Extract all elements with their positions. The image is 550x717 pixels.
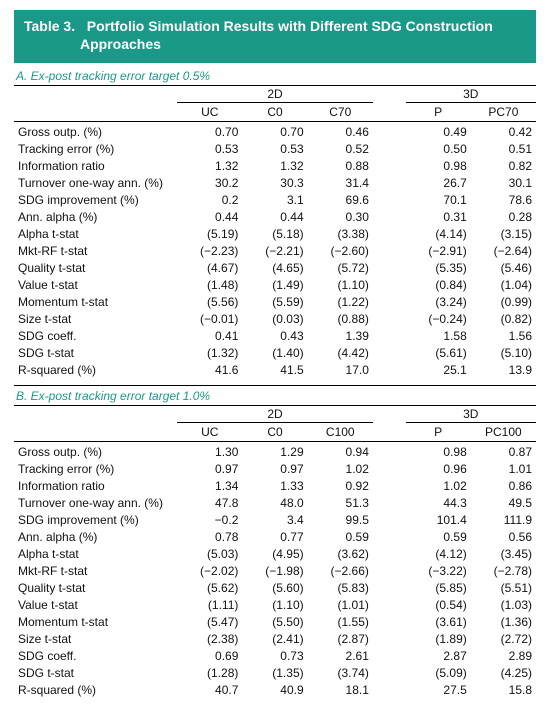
table-row: R-squared (%)41.641.517.025.113.9 [14, 362, 536, 379]
row-label: SDG improvement (%) [14, 192, 177, 209]
row-label: SDG improvement (%) [14, 512, 177, 529]
row-label: Momentum t-stat [14, 614, 177, 631]
row-label: R-squared (%) [14, 682, 177, 699]
table-row: Value t-stat(1.11)(1.10)(1.01)(0.54)(1.0… [14, 597, 536, 614]
row-label: SDG t-stat [14, 345, 177, 362]
table-row: Information ratio1.321.320.880.980.82 [14, 158, 536, 175]
row-label: Gross outp. (%) [14, 444, 177, 461]
row-label: Value t-stat [14, 597, 177, 614]
table-row: Turnover one-way ann. (%)30.230.331.426.… [14, 175, 536, 192]
panel-a-group-2d: 2D [177, 86, 373, 103]
panel-a-group-3d: 3D [406, 86, 537, 103]
row-label: Value t-stat [14, 277, 177, 294]
panel-b-table: 2D 3D UC C0 C100 P PC100 Gross outp. (%)… [14, 405, 536, 699]
row-label: R-squared (%) [14, 362, 177, 379]
row-label: Turnover one-way ann. (%) [14, 175, 177, 192]
row-label: Information ratio [14, 478, 177, 495]
panel-b-label: B. Ex-post tracking error target 1.0% [14, 385, 536, 403]
row-label: SDG coeff. [14, 648, 177, 665]
table-title-bar: Table 3. Portfolio Simulation Results wi… [14, 10, 536, 63]
table-row: Alpha t-stat(5.19)(5.18)(3.38)(4.14)(3.1… [14, 226, 536, 243]
panel-a-col-c70: C70 [308, 103, 373, 122]
row-label: Gross outp. (%) [14, 124, 177, 141]
panel-a-table: 2D 3D UC C0 C70 P PC70 Gross outp. (%)0.… [14, 85, 536, 379]
table-row: Ann. alpha (%)0.440.440.300.310.28 [14, 209, 536, 226]
row-label: Mkt-RF t-stat [14, 243, 177, 260]
row-label: Size t-stat [14, 311, 177, 328]
row-label: Quality t-stat [14, 580, 177, 597]
row-label: Information ratio [14, 158, 177, 175]
table-row: R-squared (%)40.740.918.127.515.8 [14, 682, 536, 699]
panel-b-col-pc100: PC100 [471, 423, 536, 442]
row-label: Momentum t-stat [14, 294, 177, 311]
panel-a-col-c0: C0 [242, 103, 307, 122]
panel-b-col-p: P [406, 423, 471, 442]
table-row: Mkt-RF t-stat(−2.02)(−1.98)(−2.66)(−3.22… [14, 563, 536, 580]
table-row: Tracking error (%)0.530.530.520.500.51 [14, 141, 536, 158]
table-row: Gross outp. (%)1.301.290.940.980.87 [14, 444, 536, 461]
table-row: SDG coeff.0.690.732.612.872.89 [14, 648, 536, 665]
table-row: Size t-stat(2.38)(2.41)(2.87)(1.89)(2.72… [14, 631, 536, 648]
table-row: Momentum t-stat(5.47)(5.50)(1.55)(3.61)(… [14, 614, 536, 631]
panel-b-group-3d: 3D [406, 406, 537, 423]
table-row: SDG coeff.0.410.431.391.581.56 [14, 328, 536, 345]
table-row: Gross outp. (%)0.700.700.460.490.42 [14, 124, 536, 141]
panel-a-body: Gross outp. (%)0.700.700.460.490.42 Trac… [14, 124, 536, 379]
table-row: Value t-stat(1.48)(1.49)(1.10)(0.84)(1.0… [14, 277, 536, 294]
panel-a-col-p: P [406, 103, 471, 122]
row-label: Size t-stat [14, 631, 177, 648]
row-label: Turnover one-way ann. (%) [14, 495, 177, 512]
table-row: Quality t-stat(4.67)(4.65)(5.72)(5.35)(5… [14, 260, 536, 277]
table-row: Alpha t-stat(5.03)(4.95)(3.62)(4.12)(3.4… [14, 546, 536, 563]
table-row: Ann. alpha (%)0.780.770.590.590.56 [14, 529, 536, 546]
row-label: SDG t-stat [14, 665, 177, 682]
table-number: Table 3. [24, 18, 75, 34]
row-label: Tracking error (%) [14, 141, 177, 158]
row-label: Alpha t-stat [14, 226, 177, 243]
panel-a-col-pc70: PC70 [471, 103, 536, 122]
panel-a-col-uc: UC [177, 103, 242, 122]
panel-b-col-c100: C100 [308, 423, 373, 442]
table-row: Information ratio1.341.330.921.020.86 [14, 478, 536, 495]
table-row: Tracking error (%)0.970.971.020.961.01 [14, 461, 536, 478]
panel-a-label: A. Ex-post tracking error target 0.5% [14, 69, 536, 83]
row-label: Tracking error (%) [14, 461, 177, 478]
table-row: Quality t-stat(5.62)(5.60)(5.83)(5.85)(5… [14, 580, 536, 597]
table-row: Momentum t-stat(5.56)(5.59)(1.22)(3.24)(… [14, 294, 536, 311]
row-label: Alpha t-stat [14, 546, 177, 563]
row-label: Mkt-RF t-stat [14, 563, 177, 580]
row-label: Ann. alpha (%) [14, 209, 177, 226]
table-row: SDG t-stat(1.32)(1.40)(4.42)(5.61)(5.10) [14, 345, 536, 362]
row-label: SDG coeff. [14, 328, 177, 345]
panel-b-body: Gross outp. (%)1.301.290.940.980.87 Trac… [14, 444, 536, 699]
panel-b-group-2d: 2D [177, 406, 373, 423]
panel-b-col-c0: C0 [242, 423, 307, 442]
row-label: Ann. alpha (%) [14, 529, 177, 546]
table-row: SDG t-stat(1.28)(1.35)(3.74)(5.09)(4.25) [14, 665, 536, 682]
panel-b-col-uc: UC [177, 423, 242, 442]
table-row: SDG improvement (%)−0.23.499.5101.4111.9 [14, 512, 536, 529]
table-title-line-2: Approaches [24, 36, 526, 54]
table-row: Size t-stat(−0.01)(0.03)(0.88)(−0.24)(0.… [14, 311, 536, 328]
row-label: Quality t-stat [14, 260, 177, 277]
table-title-line-1: Portfolio Simulation Results with Differ… [87, 18, 493, 34]
table-row: Turnover one-way ann. (%)47.848.051.344.… [14, 495, 536, 512]
table-row: Mkt-RF t-stat(−2.23)(−2.21)(−2.60)(−2.91… [14, 243, 536, 260]
table-row: SDG improvement (%)0.23.169.670.178.6 [14, 192, 536, 209]
